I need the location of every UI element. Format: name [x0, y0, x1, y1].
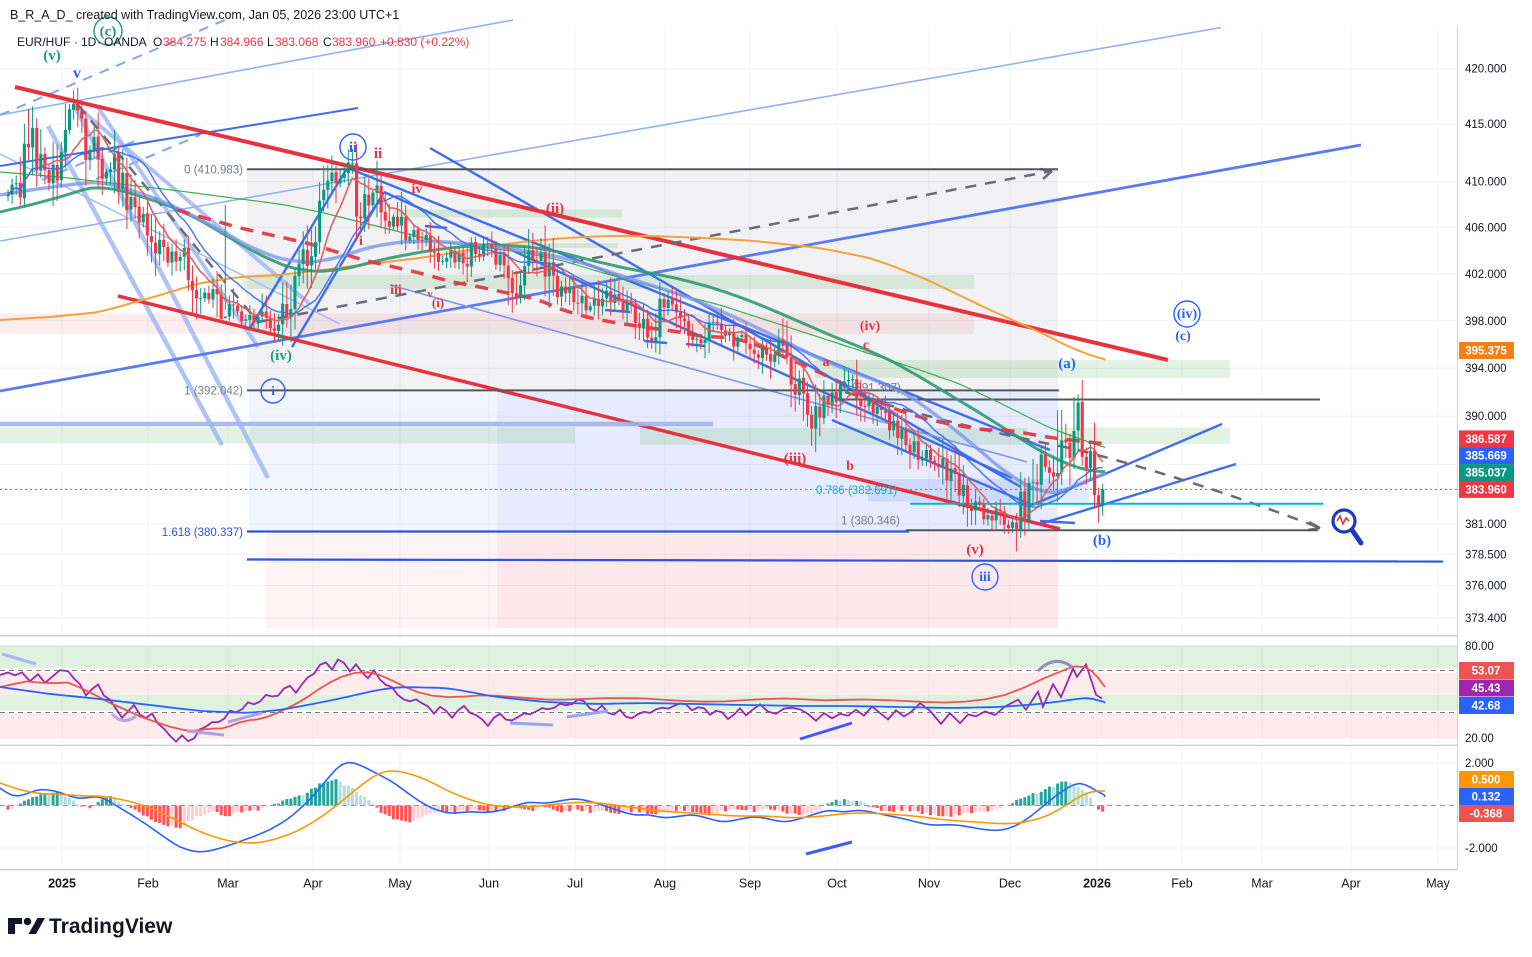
- svg-text:381.000: 381.000: [1465, 519, 1507, 531]
- svg-text:Jun: Jun: [479, 877, 499, 891]
- svg-text:0.786 (382.691): 0.786 (382.691): [816, 485, 897, 497]
- svg-text:C: C: [323, 35, 332, 49]
- svg-text:383.068: 383.068: [275, 35, 319, 49]
- svg-text:Mar: Mar: [1251, 877, 1273, 891]
- svg-text:Aug: Aug: [654, 877, 676, 891]
- svg-text:iii: iii: [979, 570, 991, 585]
- svg-text:a: a: [823, 355, 830, 370]
- svg-text:Dec: Dec: [999, 877, 1021, 891]
- svg-text:-0.368: -0.368: [1470, 809, 1503, 821]
- svg-text:(v): (v): [966, 542, 984, 558]
- svg-text:378.500: 378.500: [1465, 550, 1507, 562]
- svg-text:(c): (c): [100, 24, 117, 40]
- svg-text:398.000: 398.000: [1465, 316, 1507, 328]
- svg-text:(a): (a): [1058, 356, 1076, 372]
- svg-text:Oct: Oct: [827, 877, 847, 891]
- svg-text:O: O: [153, 35, 162, 49]
- svg-text:0.500: 0.500: [1472, 775, 1501, 787]
- svg-text:·: ·: [97, 35, 101, 49]
- svg-text:i: i: [271, 383, 275, 398]
- svg-text:Apr: Apr: [1341, 877, 1360, 891]
- svg-text:1D: 1D: [81, 35, 97, 49]
- svg-text:394.000: 394.000: [1465, 363, 1507, 375]
- svg-text:385.037: 385.037: [1465, 468, 1507, 480]
- svg-text:2025: 2025: [48, 877, 76, 891]
- svg-text:385.669: 385.669: [1465, 451, 1507, 463]
- svg-text:(iv): (iv): [270, 348, 292, 364]
- svg-text:ii: ii: [349, 140, 357, 156]
- svg-text:EUR/HUF: EUR/HUF: [17, 35, 70, 49]
- svg-text:May: May: [1426, 877, 1450, 891]
- svg-text:H: H: [210, 35, 219, 49]
- svg-text:410.000: 410.000: [1465, 177, 1507, 189]
- svg-text:384.275: 384.275: [163, 35, 207, 49]
- svg-text:B_R_A_D_ created with TradingV: B_R_A_D_ created with TradingView.com, J…: [10, 8, 399, 22]
- svg-text:402.000: 402.000: [1465, 269, 1507, 281]
- svg-text:(i): (i): [432, 295, 444, 310]
- svg-text:386.587: 386.587: [1465, 434, 1507, 446]
- svg-text:(iv): (iv): [860, 319, 881, 334]
- svg-text:376.000: 376.000: [1465, 581, 1507, 593]
- svg-text:(b): (b): [1093, 533, 1111, 549]
- svg-text:373.400: 373.400: [1465, 613, 1507, 625]
- svg-text:·: ·: [74, 35, 78, 49]
- svg-text:0 (391.307): 0 (391.307): [842, 383, 901, 395]
- svg-text:b: b: [846, 459, 854, 474]
- svg-text:Mar: Mar: [217, 877, 239, 891]
- svg-text:(ii): (ii): [546, 201, 564, 217]
- svg-text:i: i: [359, 234, 363, 249]
- svg-text:iii: iii: [390, 283, 402, 298]
- svg-text:+0.830 (+0.22%): +0.830 (+0.22%): [380, 35, 469, 49]
- svg-text:1 (380.346): 1 (380.346): [841, 516, 900, 528]
- svg-text:406.000: 406.000: [1465, 222, 1507, 234]
- svg-text:L: L: [267, 35, 274, 49]
- svg-text:80.00: 80.00: [1465, 641, 1494, 653]
- svg-text:20.00: 20.00: [1465, 733, 1494, 745]
- svg-text:415.000: 415.000: [1465, 119, 1507, 131]
- svg-text:OANDA: OANDA: [104, 35, 147, 49]
- svg-text:(iv): (iv): [1177, 307, 1198, 322]
- svg-text:-2.000: -2.000: [1465, 843, 1498, 855]
- svg-text:iv: iv: [412, 182, 423, 197]
- svg-text:(iii): (iii): [784, 451, 807, 467]
- svg-text:v: v: [427, 288, 433, 300]
- svg-text:384.966: 384.966: [220, 35, 264, 49]
- svg-text:2.000: 2.000: [1465, 758, 1494, 770]
- svg-text:45.43: 45.43: [1472, 683, 1501, 695]
- svg-text:(c): (c): [1175, 329, 1191, 344]
- svg-text:(v): (v): [43, 48, 61, 64]
- svg-text:Sep: Sep: [739, 877, 761, 891]
- svg-text:1 (392.042): 1 (392.042): [184, 386, 243, 398]
- svg-text:v: v: [73, 65, 81, 82]
- svg-text:Apr: Apr: [303, 877, 322, 891]
- svg-text:TradingView: TradingView: [49, 915, 173, 938]
- svg-text:420.000: 420.000: [1465, 64, 1507, 76]
- svg-text:ii: ii: [374, 146, 382, 162]
- svg-text:42.68: 42.68: [1472, 701, 1501, 713]
- svg-text:c: c: [863, 338, 869, 353]
- svg-text:Jul: Jul: [567, 877, 583, 891]
- svg-text:390.000: 390.000: [1465, 411, 1507, 423]
- svg-text:383.960: 383.960: [332, 35, 376, 49]
- svg-text:53.07: 53.07: [1472, 666, 1501, 678]
- svg-text:1.618 (380.337): 1.618 (380.337): [162, 527, 243, 539]
- svg-text:383.960: 383.960: [1465, 484, 1507, 496]
- svg-text:Feb: Feb: [137, 877, 159, 891]
- svg-text:0 (410.983): 0 (410.983): [184, 165, 243, 177]
- svg-text:Feb: Feb: [1171, 877, 1193, 891]
- svg-text:2026: 2026: [1083, 877, 1111, 891]
- svg-text:395.375: 395.375: [1465, 346, 1507, 358]
- svg-text:May: May: [388, 877, 412, 891]
- svg-text:Nov: Nov: [918, 877, 941, 891]
- svg-text:0.132: 0.132: [1472, 792, 1501, 804]
